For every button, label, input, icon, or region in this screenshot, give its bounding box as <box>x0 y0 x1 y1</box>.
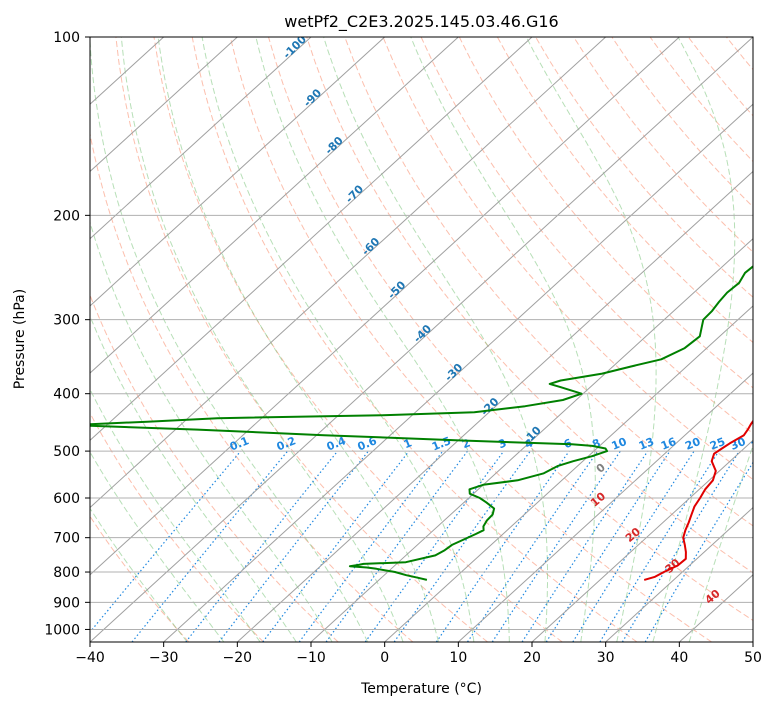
moist-adiabat <box>688 443 753 642</box>
y-tick-label: 800 <box>53 565 80 581</box>
dry-adiabat <box>90 412 264 642</box>
x-tick-label: 0 <box>380 650 389 666</box>
isotherm <box>457 372 753 642</box>
y-tick-label: 900 <box>53 595 80 611</box>
dry-adiabat <box>153 37 563 642</box>
isotherm <box>90 37 459 374</box>
x-tick-label: 40 <box>670 650 688 666</box>
moist-adiabat <box>90 314 297 642</box>
moist-adiabat <box>90 388 261 642</box>
y-tick-label: 1000 <box>44 622 80 638</box>
y-tick-label: 500 <box>53 444 80 460</box>
mixing-ratio-label: 1 <box>402 436 414 451</box>
moist-adiabat <box>90 37 369 642</box>
dry-adiabat <box>90 293 339 642</box>
y-tick-label: 700 <box>53 531 80 547</box>
background-lines <box>90 37 753 642</box>
isotherm <box>310 237 753 642</box>
moist-adiabat <box>157 37 439 642</box>
mixing-ratio-label: 3 <box>496 436 508 451</box>
dry-adiabat <box>535 37 753 298</box>
mixing-ratio-line <box>545 450 671 642</box>
dry-adiabat <box>458 37 753 389</box>
dry-adiabat <box>268 37 753 622</box>
mixing-ratio-label: 2 <box>460 436 472 451</box>
pressure-gridlines <box>90 37 753 630</box>
moist-adiabat <box>120 37 404 642</box>
mixing-ratio-label: 36 <box>749 435 768 453</box>
mixing-ratio-label: 16 <box>659 435 678 453</box>
dry-adiabat <box>115 37 488 642</box>
y-tick-label: 600 <box>53 491 80 507</box>
isotherm <box>90 37 680 576</box>
moist-adiabat <box>323 37 548 642</box>
isotherm <box>90 37 386 307</box>
mixing-ratio-line <box>435 450 570 642</box>
plot-frame <box>89 36 754 643</box>
x-tick-label: 20 <box>523 650 541 666</box>
mixing-ratio-line <box>521 450 649 642</box>
dry-adiabat <box>306 37 753 574</box>
moist-adiabat <box>410 37 596 642</box>
mixing-ratio-line <box>364 450 505 642</box>
isotherm <box>531 439 753 642</box>
dewpoint-line <box>90 265 753 581</box>
mixing-ratio-line <box>572 450 695 642</box>
mixing-ratio-line <box>491 450 621 642</box>
mixing-ratio-line <box>298 450 444 642</box>
y-tick-label: 200 <box>53 208 80 224</box>
x-tick-label: −30 <box>149 650 179 666</box>
x-tick-label: −10 <box>296 650 326 666</box>
moist-adiabat <box>90 450 225 642</box>
dry-adiabat <box>496 37 753 344</box>
dry-adiabat <box>90 515 190 642</box>
mixing-ratio-line <box>466 450 599 642</box>
data-series <box>90 265 753 581</box>
isotherm <box>90 37 238 173</box>
y-tick-label: 400 <box>53 387 80 403</box>
y-axis-label: Pressure (hPa) <box>12 289 28 389</box>
y-axis: 100 200 300 400 500 600 700 800 900 1000 <box>44 30 90 638</box>
isotherm <box>90 37 607 509</box>
mixing-ratio-line <box>185 450 339 642</box>
mixing-ratio-label: 10 <box>610 435 629 453</box>
isotherm <box>605 506 753 642</box>
moist-adiabat <box>255 37 510 642</box>
mixing-ratio-line <box>131 450 289 642</box>
x-tick-label: 30 <box>597 650 615 666</box>
dry-adiabat <box>191 37 638 642</box>
isotherm <box>236 170 753 642</box>
x-tick-label: 10 <box>449 650 467 666</box>
x-axis: −40 −30 −20 −10 0 10 20 30 40 50 <box>75 642 762 666</box>
y-tick-label: 100 <box>53 30 80 46</box>
mixing-ratio-label: 8 <box>590 436 602 451</box>
moist-adiabat <box>90 220 333 642</box>
x-axis-label: Temperature (°C) <box>360 681 482 697</box>
temperature-line <box>643 419 753 581</box>
x-tick-label: 50 <box>744 650 762 666</box>
isotherm <box>90 37 533 442</box>
mixing-ratio-line <box>262 450 410 642</box>
isotherm <box>90 37 312 240</box>
mixing-ratio-label: 30 <box>728 435 747 453</box>
moist-adiabat <box>652 37 736 642</box>
mixing-ratio-line <box>621 450 740 642</box>
moist-adiabat <box>201 37 475 642</box>
chart-title: wetPf2_C2E3.2025.145.03.46.G16 <box>284 12 558 32</box>
isotherm <box>90 37 753 642</box>
x-tick-label: −40 <box>75 650 105 666</box>
mixing-ratio-line <box>90 450 242 633</box>
mixing-ratio-label: 13 <box>637 435 656 453</box>
isotherm <box>163 103 753 642</box>
y-tick-label: 300 <box>53 313 80 329</box>
x-tick-label: −20 <box>223 650 253 666</box>
mixing-ratio-label: 20 <box>683 435 702 453</box>
isotherm <box>384 305 753 642</box>
